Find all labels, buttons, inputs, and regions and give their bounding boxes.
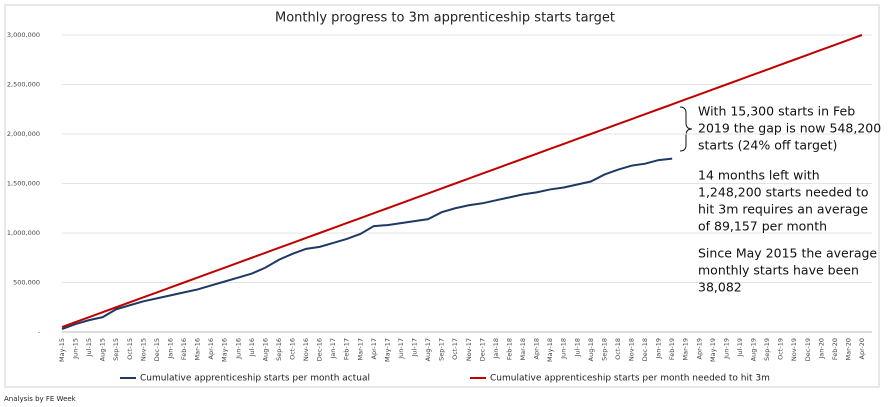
x-tick-label: Apr-20 <box>858 338 866 359</box>
x-tick-label: Jan-20 <box>817 338 825 360</box>
y-tick-label: 500,000 <box>13 279 40 287</box>
x-tick-label: Mar-17 <box>356 338 364 360</box>
y-tick-label: 2,000,000 <box>7 130 40 138</box>
x-tick-label: Sep-15 <box>112 338 120 361</box>
x-tick-label: Aug-19 <box>750 338 758 361</box>
x-tick-label: Nov-19 <box>790 338 798 361</box>
x-tick-label: Feb-18 <box>505 338 513 360</box>
x-tick-label: Apr-18 <box>533 338 541 359</box>
x-tick-label: Mar-19 <box>682 338 690 360</box>
x-tick-label: May-16 <box>221 338 229 362</box>
x-tick-label: Jan-17 <box>329 338 337 360</box>
y-tick-label: 3,000,000 <box>7 31 40 39</box>
x-tick-label: Aug-17 <box>424 338 432 361</box>
x-tick-label: Jul-18 <box>573 338 581 357</box>
x-tick-label: Dec-18 <box>641 338 649 361</box>
x-tick-label: Nov-16 <box>302 338 310 361</box>
x-tick-label: Dec-17 <box>478 338 486 361</box>
chart-title: Monthly progress to 3m apprenticeship st… <box>275 11 615 26</box>
x-tick-label: Jun-18 <box>560 338 568 360</box>
annotation: 1,248,200 starts needed to <box>698 185 869 200</box>
y-tick-label: 2,500,000 <box>7 81 40 89</box>
x-tick-label: Sep-19 <box>763 338 771 361</box>
annotation: With 15,300 starts in Feb <box>698 104 855 119</box>
annotation: 38,082 <box>698 280 742 295</box>
x-tick-label: Feb-20 <box>831 338 839 360</box>
source: Analysis by FE Week <box>4 395 77 403</box>
x-tick-label: Nov-17 <box>465 338 473 361</box>
x-tick-label: Dec-16 <box>316 338 324 361</box>
annotation: hit 3m requires an average <box>698 202 868 217</box>
x-tick-label: Jun-15 <box>72 338 80 360</box>
x-tick-label: Sep-17 <box>438 338 446 361</box>
x-tick-label: Oct-19 <box>777 338 785 360</box>
annotation: Since May 2015 the average <box>698 246 877 261</box>
x-tick-label: Dec-19 <box>804 338 812 361</box>
x-tick-label: Jun-17 <box>397 338 405 360</box>
x-tick-label: Jan-16 <box>166 338 174 360</box>
x-tick-label: Aug-18 <box>587 338 595 361</box>
x-tick-label: Sep-18 <box>600 338 608 361</box>
chart-frame <box>4 4 880 388</box>
x-tick-label: Feb-17 <box>343 338 351 360</box>
x-tick-label: Oct-18 <box>614 338 622 360</box>
x-tick-label: Feb-16 <box>180 338 188 360</box>
annotation: of 89,157 per month <box>698 219 827 234</box>
x-tick-label: May-19 <box>709 338 717 362</box>
annotation: 14 months left with <box>698 168 820 183</box>
legend-label: Cumulative apprenticeship starts per mon… <box>140 374 370 384</box>
x-tick-label: Dec-15 <box>153 338 161 361</box>
legend-label: Cumulative apprenticeship starts per mon… <box>490 374 770 384</box>
x-tick-label: May-17 <box>383 338 391 362</box>
x-tick-label: Sep-16 <box>275 338 283 361</box>
x-tick-label: Mar-16 <box>194 338 202 360</box>
x-tick-label: Apr-17 <box>370 338 378 359</box>
x-tick-label: Mar-20 <box>844 338 852 360</box>
x-tick-label: Nov-15 <box>139 338 147 361</box>
x-tick-label: Aug-16 <box>261 338 269 361</box>
x-tick-label: Nov-18 <box>627 338 635 361</box>
x-tick-label: Jun-16 <box>234 338 242 360</box>
x-tick-label: Oct-17 <box>451 338 459 360</box>
x-tick-label: Jan-18 <box>492 338 500 360</box>
x-tick-label: Jul-19 <box>736 338 744 357</box>
x-tick-label: Jul-15 <box>85 338 93 357</box>
y-tick-label: - <box>38 328 41 336</box>
x-tick-label: Oct-16 <box>289 338 297 360</box>
x-tick-label: Oct-15 <box>126 338 134 360</box>
y-tick-label: 1,000,000 <box>7 229 40 237</box>
x-tick-label: Aug-15 <box>99 338 107 361</box>
x-tick-label: May-18 <box>546 338 554 362</box>
brace <box>679 106 693 152</box>
y-tick-label: 1,500,000 <box>7 180 40 188</box>
x-tick-label: Mar-18 <box>519 338 527 360</box>
x-tick-label: May-15 <box>58 338 66 362</box>
annotation: 2019 the gap is now 548,200 <box>698 121 881 136</box>
x-tick-label: Apr-16 <box>207 338 215 359</box>
annotation: monthly starts have been <box>698 263 859 278</box>
x-tick-label: Jun-19 <box>722 338 730 360</box>
annotation: starts (24% off target) <box>698 138 837 153</box>
x-tick-label: Jul-16 <box>248 338 256 357</box>
x-tick-label: Jan-19 <box>655 338 663 360</box>
x-tick-label: Jul-17 <box>411 338 419 357</box>
x-tick-label: Feb-19 <box>668 338 676 360</box>
series-line <box>61 34 863 328</box>
x-tick-label: Apr-19 <box>695 338 703 359</box>
series-line <box>61 157 673 330</box>
